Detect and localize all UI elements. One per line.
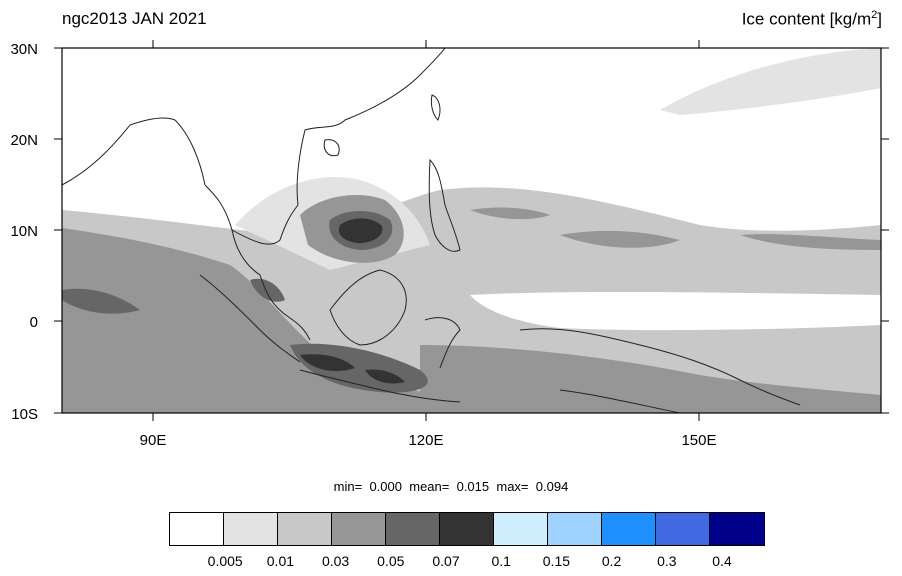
max-label: max= [496,479,529,494]
shade-darkest-core [338,218,383,244]
shade-darker-malay [250,278,285,302]
colorbar-swatch [548,513,602,545]
lon-label-150e: 150E [681,432,716,449]
colorbar-tick-label: 0.005 [207,553,243,569]
coast-indochina [204,184,311,341]
colorbar-swatch [170,513,224,545]
coast-india [62,117,206,186]
coast-china [296,48,446,206]
lat-label-20n: 20N [10,132,38,149]
coast-hainan [323,139,340,157]
shade-light-northeast [660,48,881,115]
coast-new-guinea [519,328,801,406]
colorbar-tick-label: 0.03 [321,553,350,569]
colorbar-swatch [332,513,386,545]
colorbar-swatch [386,513,440,545]
colorbar-tick-label: 0.01 [266,553,295,569]
colorbar-tick-label: 0.15 [542,553,571,569]
colorbar-tick-label: 0.3 [657,553,677,569]
colorbar-tick-label: 0.1 [491,553,511,569]
colorbar-tick-label: 0.07 [432,553,460,569]
shade-dark-pacific-2 [740,234,881,250]
variable-title-exponent: 2 [871,9,878,21]
colorbar-swatch [278,513,332,545]
variable-title-text: Ice content [kg/m [741,9,872,29]
variable-title-close: ] [877,9,882,29]
ice-content-field [62,48,881,413]
shade-darkest-java [300,354,355,372]
lon-label-120e: 120E [408,432,443,449]
coast-sumatra [199,274,301,363]
colorbar-tick-label: 0.05 [377,553,405,569]
lat-label-eq: 0 [30,314,38,331]
variable-title: Ice content [kg/m2] [742,9,882,30]
colorbar-swatch [656,513,710,545]
colorbar-swatch [602,513,656,545]
colorbar-swatch [224,513,278,545]
coast-philippines [428,158,461,252]
axis-ticks [54,40,889,421]
shade-darker-west [62,288,140,314]
coastlines [62,48,801,413]
coast-borneo [329,269,407,346]
coast-taiwan [430,94,441,121]
shade-dark-pacific-3 [470,207,550,220]
min-label: min= [333,479,363,494]
plot-title: ngc2013 JAN 2021 [62,9,207,28]
shade-dark-west [62,228,490,413]
colorbar [169,512,765,546]
min-value: 0.000 [369,479,402,494]
colorbar-swatch [440,513,494,545]
lat-label-10s: 10S [11,406,38,423]
mean-label: mean= [409,479,450,494]
mean-value: 0.015 [456,479,490,494]
coast-java [299,369,461,403]
map-plot: 30N 20N 10N 0 10S 90E 120E 150E [10,40,889,449]
shade-clear-tongue [470,291,881,331]
coast-australia [559,389,681,413]
shade-dark-pacific-1 [560,230,680,248]
shade-dark-east [420,345,881,413]
lon-label-90e: 90E [140,432,167,449]
colorbar-tick-label: 0.2 [601,553,622,569]
lat-label-30n: 30N [10,41,38,58]
coast-gulf-thailand [231,204,299,245]
colorbar-swatch [494,513,548,545]
lat-label-10n: 10N [10,223,38,240]
colorbar-tick-label: 0.4 [712,553,732,569]
shade-darkest-bali [365,369,405,384]
max-value: 0.094 [535,479,569,494]
colorbar-swatch [710,513,764,545]
field-statistics: min= 0.000 mean= 0.015 max= 0.094 [0,479,902,494]
coast-sulawesi [424,317,461,369]
